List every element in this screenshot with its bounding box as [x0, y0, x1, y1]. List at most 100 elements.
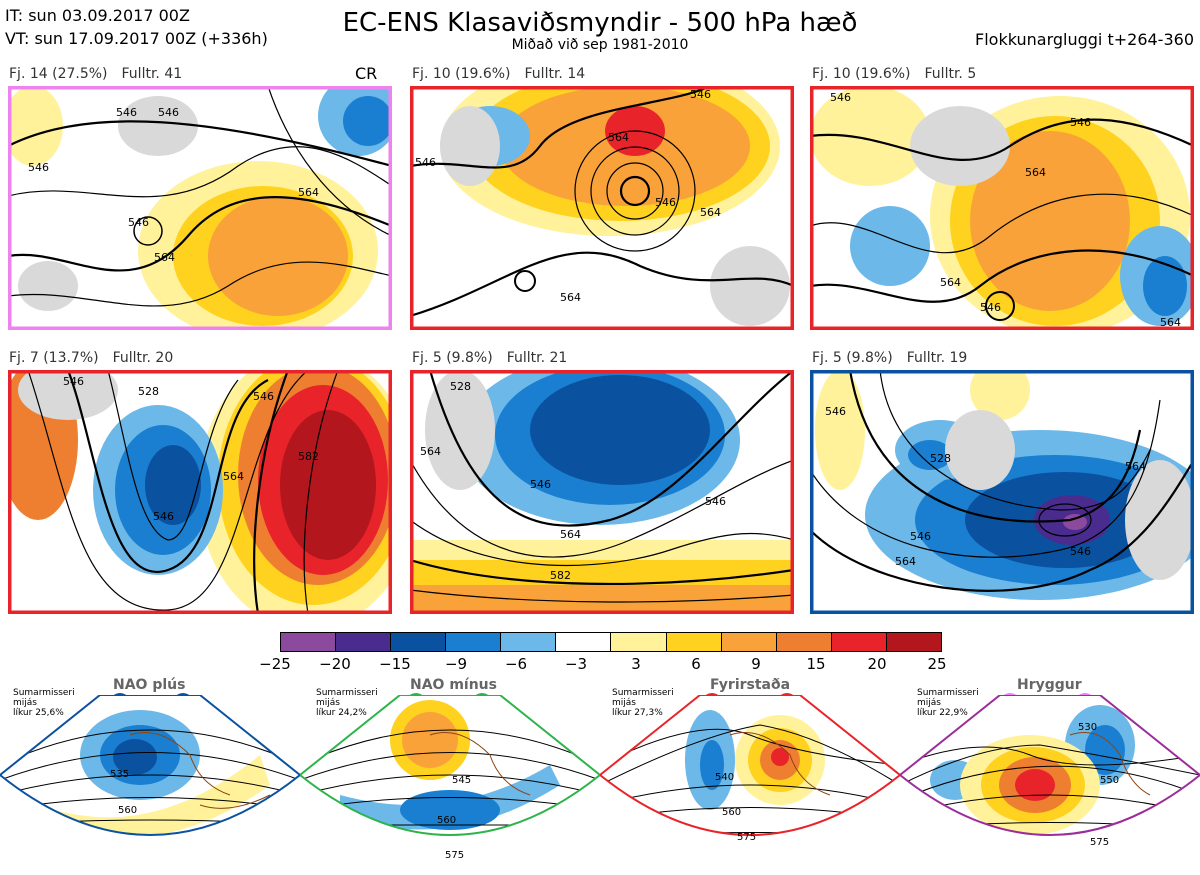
contour-label: 546: [153, 510, 174, 523]
regime-nao-minus-map: 545 560 575: [298, 694, 602, 875]
contour-label: 582: [298, 450, 319, 463]
contour-label: 564: [1125, 460, 1146, 473]
panel-1-caption: Fj. 14 (27.5%) Fulltr. 41: [9, 66, 182, 82]
contour-label: 560: [118, 805, 137, 816]
colorbar-tick: −3: [564, 655, 588, 673]
panel-3-label: Fj. 10 (19.6%): [812, 66, 911, 82]
contour-label: 546: [830, 91, 851, 104]
colorbar-segment: [281, 633, 337, 651]
page-subtitle: Miðað við sep 1981-2010: [511, 37, 689, 53]
contour-label: 564: [560, 291, 581, 304]
colorbar-segment: [391, 633, 447, 651]
colorbar-tick: −20: [319, 655, 351, 673]
panel-1-members: Fulltr. 41: [121, 66, 183, 82]
regime-ridge-title: Hryggur: [1017, 677, 1082, 693]
contour-label: 530: [1078, 722, 1097, 733]
anomaly-colorbar: [280, 632, 942, 652]
panel-4-members: Fulltr. 20: [112, 350, 174, 366]
cluster-panel-5: 528 546 564 546 564 582: [410, 370, 794, 614]
contour-label: 564: [298, 186, 319, 199]
colorbar-tick: −25: [259, 655, 291, 673]
regime-blocking-note: Sumarmisseri mijás líkur 27,3%: [612, 688, 674, 718]
colorbar-tick: −9: [444, 655, 468, 673]
contour-label: 560: [437, 815, 456, 826]
colorbar-segment: [336, 633, 392, 651]
colorbar-tick: 25: [927, 655, 947, 673]
cluster-panel-3: 546 564 546 564 546 564: [810, 86, 1194, 330]
contour-label: 546: [63, 375, 84, 388]
colorbar-segment: [776, 633, 832, 651]
regime-blocking-title: Fyrirstaða: [710, 677, 791, 693]
contour-label: 564: [940, 276, 961, 289]
initial-time: IT: sun 03.09.2017 00Z: [5, 6, 190, 25]
contour-label: 575: [445, 850, 464, 861]
contour-label: 564: [154, 251, 175, 264]
valid-time: VT: sun 17.09.2017 00Z (+336h): [5, 29, 268, 48]
contour-label: 545: [452, 775, 471, 786]
colorbar-tick: −6: [504, 655, 528, 673]
panel-5-members: Fulltr. 21: [506, 350, 568, 366]
contour-label: 582: [550, 569, 571, 582]
colorbar-segment: [611, 633, 667, 651]
regime-ridge-note: Sumarmisseri mijás líkur 22,9%: [917, 688, 979, 718]
contour-label: 564: [223, 470, 244, 483]
regime-nao-plus-note: Sumarmisseri mijás líkur 25,6%: [13, 688, 75, 718]
contour-label: 560: [722, 807, 741, 818]
colorbar-tick: 3: [631, 655, 641, 673]
contour-label: 564: [1160, 316, 1181, 329]
contour-label: 546: [980, 301, 1001, 314]
contour-label: 564: [1025, 166, 1046, 179]
contour-label: 546: [128, 216, 149, 229]
colorbar-segment: [666, 633, 722, 651]
contour-label: 546: [158, 106, 179, 119]
contour-label: 546: [1070, 116, 1091, 129]
contour-label: 546: [116, 106, 137, 119]
colorbar-tick: 9: [751, 655, 761, 673]
colorbar-segment: [831, 633, 887, 651]
regime-nao-minus-note: Sumarmisseri mijás líkur 24,2%: [316, 688, 378, 718]
contour-label: 550: [1100, 775, 1119, 786]
panel-2-members: Fulltr. 14: [524, 66, 586, 82]
contour-label: 546: [415, 156, 436, 169]
regime-blocking-map: 540 560 575: [598, 694, 902, 875]
contour-label: 546: [825, 405, 846, 418]
regime-nao-minus-title: NAO mínus: [410, 677, 497, 693]
contour-label: 546: [1070, 545, 1091, 558]
contour-label: 564: [895, 555, 916, 568]
contour-label: 564: [420, 445, 441, 458]
panel-3-members: Fulltr. 5: [924, 66, 977, 82]
contour-label: 528: [930, 452, 951, 465]
contour-label: 546: [655, 196, 676, 209]
regime-nao-plus-title: NAO plús: [113, 677, 186, 693]
contour-label: 546: [910, 530, 931, 543]
contour-label: 546: [705, 495, 726, 508]
cluster-panel-2: 564 546 564 546 564 546: [410, 86, 794, 330]
colorbar-segment: [721, 633, 777, 651]
cluster-panel-1: 546 546 546 564 564 546: [8, 86, 392, 330]
colorbar-segment: [886, 633, 941, 651]
contour-label: 528: [450, 380, 471, 393]
cluster-panel-6: 546 528 546 564 546 564: [810, 370, 1194, 614]
panel-4-label: Fj. 7 (13.7%): [9, 350, 99, 366]
contour-label: 528: [138, 385, 159, 398]
contour-label: 535: [110, 769, 129, 780]
panel-5-label: Fj. 5 (9.8%): [412, 350, 493, 366]
panel-6-label: Fj. 5 (9.8%): [812, 350, 893, 366]
panel-1-label: Fj. 14 (27.5%): [9, 66, 108, 82]
panel-2-caption: Fj. 10 (19.6%) Fulltr. 14: [412, 66, 585, 82]
contour-label: 564: [608, 131, 629, 144]
contour-label: 575: [1090, 837, 1109, 848]
colorbar-tick: −15: [379, 655, 411, 673]
contour-label: 564: [560, 528, 581, 541]
contour-label: 546: [690, 88, 711, 101]
panel-6-caption: Fj. 5 (9.8%) Fulltr. 19: [812, 350, 967, 366]
panel-5-caption: Fj. 5 (9.8%) Fulltr. 21: [412, 350, 567, 366]
panel-1-tag: CR: [355, 64, 378, 83]
panel-2-label: Fj. 10 (19.6%): [412, 66, 511, 82]
classification-window: Flokkunargluggi t+264-360: [975, 30, 1194, 49]
page-title: EC-ENS Klasaviðsmyndir - 500 hPa hæð: [342, 8, 858, 38]
contour-label: 546: [253, 390, 274, 403]
regime-nao-plus-map: 535 560: [0, 694, 302, 875]
panel-4-caption: Fj. 7 (13.7%) Fulltr. 20: [9, 350, 173, 366]
colorbar-tick: 20: [867, 655, 887, 673]
